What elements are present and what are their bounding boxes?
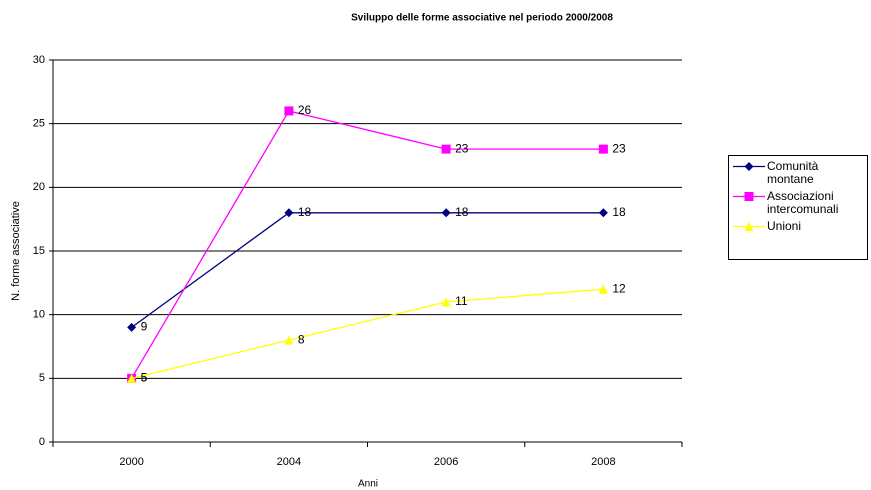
y-tick-label: 10 — [33, 309, 45, 321]
x-tick-label: 2008 — [591, 456, 615, 468]
legend-icon — [733, 162, 765, 171]
x-tick-label: 2000 — [119, 456, 143, 468]
marker — [744, 192, 754, 201]
data-label: 18 — [612, 205, 626, 219]
legend-label: Unioni — [767, 219, 802, 233]
legend-entry: Unioni — [731, 220, 865, 233]
marker — [127, 322, 137, 332]
marker — [441, 144, 451, 154]
legend-label: Associazioni intercomunali — [767, 189, 839, 216]
legend-icon — [733, 192, 765, 201]
legend-entry: Comunità montane — [731, 160, 865, 186]
marker — [598, 208, 608, 218]
chart-title: Sviluppo delle forme associative nel per… — [351, 13, 613, 24]
legend-icon — [733, 222, 765, 231]
data-label: 18 — [298, 205, 312, 219]
legend-entry: Associazioni intercomunali — [731, 190, 865, 216]
data-label: 12 — [612, 281, 626, 295]
y-tick-label: 25 — [33, 118, 45, 130]
x-tick-label: 2006 — [434, 456, 458, 468]
series-line — [131, 110, 604, 379]
marker — [284, 335, 294, 345]
marker — [441, 297, 451, 307]
series-line — [131, 212, 604, 328]
legend-label: Comunità montane — [767, 159, 819, 186]
data-label: 5 — [141, 371, 148, 385]
y-tick-label: 15 — [33, 245, 45, 257]
marker — [284, 106, 294, 116]
x-axis-label: Anni — [358, 479, 378, 490]
marker — [744, 162, 754, 171]
marker — [598, 284, 608, 294]
y-axis-label: N. forme associative — [10, 201, 22, 301]
marker — [127, 373, 137, 383]
x-tick-label: 2004 — [277, 456, 301, 468]
data-label: 5 — [141, 371, 148, 385]
y-tick-label: 5 — [39, 372, 45, 384]
marker — [744, 222, 754, 231]
data-label: 9 — [141, 320, 148, 334]
y-tick-label: 30 — [33, 54, 45, 66]
data-label: 23 — [612, 141, 626, 155]
series-line — [131, 288, 604, 379]
data-label: 8 — [298, 332, 305, 346]
marker — [441, 208, 451, 218]
legend: Comunità montane Associazioni intercomuna… — [728, 155, 868, 260]
data-label: 11 — [455, 294, 468, 308]
y-tick-label: 20 — [33, 181, 45, 193]
marker — [284, 208, 294, 218]
data-label: 18 — [455, 205, 469, 219]
data-label: 23 — [455, 141, 469, 155]
data-label: 26 — [298, 103, 312, 117]
y-tick-label: 0 — [39, 436, 45, 448]
marker — [598, 144, 608, 154]
